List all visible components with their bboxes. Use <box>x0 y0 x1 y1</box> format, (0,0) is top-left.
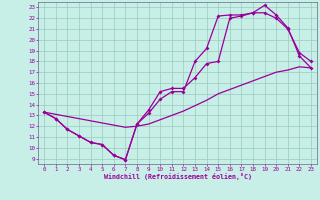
X-axis label: Windchill (Refroidissement éolien,°C): Windchill (Refroidissement éolien,°C) <box>104 173 252 180</box>
